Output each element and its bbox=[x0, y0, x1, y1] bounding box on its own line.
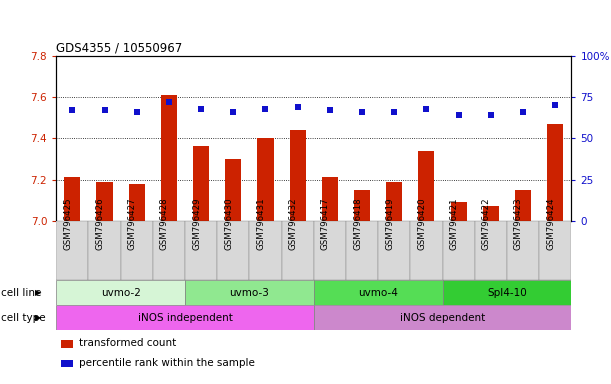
Bar bbox=[217, 221, 249, 280]
Bar bbox=[314, 221, 346, 280]
Bar bbox=[257, 138, 274, 221]
Text: cell type: cell type bbox=[1, 313, 46, 323]
Text: GSM796420: GSM796420 bbox=[417, 197, 426, 250]
Text: GSM796417: GSM796417 bbox=[321, 197, 330, 250]
Text: GSM796428: GSM796428 bbox=[160, 197, 169, 250]
Bar bbox=[539, 221, 571, 280]
Bar bbox=[185, 221, 217, 280]
Point bbox=[486, 112, 496, 118]
Bar bbox=[515, 190, 531, 221]
Point bbox=[100, 107, 109, 113]
Text: GSM796426: GSM796426 bbox=[95, 197, 104, 250]
Bar bbox=[290, 130, 306, 221]
Bar bbox=[411, 221, 442, 280]
Text: GSM796429: GSM796429 bbox=[192, 197, 201, 250]
Text: GSM796421: GSM796421 bbox=[450, 197, 459, 250]
Bar bbox=[483, 206, 499, 221]
Text: GSM796432: GSM796432 bbox=[288, 197, 298, 250]
Text: transformed count: transformed count bbox=[79, 338, 177, 348]
Text: iNOS independent: iNOS independent bbox=[137, 313, 232, 323]
Text: GSM796427: GSM796427 bbox=[128, 197, 137, 250]
Text: uvmo-4: uvmo-4 bbox=[358, 288, 398, 298]
Bar bbox=[346, 221, 378, 280]
Bar bbox=[97, 182, 112, 221]
Bar bbox=[249, 221, 282, 280]
Point bbox=[164, 99, 174, 105]
Bar bbox=[89, 221, 120, 280]
Bar bbox=[129, 184, 145, 221]
Text: GSM796422: GSM796422 bbox=[482, 197, 491, 250]
Bar bbox=[442, 280, 571, 305]
Bar bbox=[64, 177, 81, 221]
Bar bbox=[161, 95, 177, 221]
Point bbox=[325, 107, 335, 113]
Bar bbox=[153, 221, 185, 280]
Text: GSM796419: GSM796419 bbox=[385, 197, 394, 250]
Text: GSM796418: GSM796418 bbox=[353, 197, 362, 250]
Text: GSM796425: GSM796425 bbox=[64, 197, 72, 250]
Bar bbox=[354, 190, 370, 221]
Bar bbox=[61, 340, 73, 348]
Bar bbox=[193, 147, 209, 221]
Bar bbox=[56, 305, 314, 330]
Text: GSM796430: GSM796430 bbox=[224, 197, 233, 250]
Point bbox=[196, 106, 206, 112]
Point bbox=[132, 109, 142, 115]
Bar bbox=[378, 221, 411, 280]
Bar bbox=[56, 221, 89, 280]
Text: percentile rank within the sample: percentile rank within the sample bbox=[79, 358, 255, 367]
Text: cell line: cell line bbox=[1, 288, 42, 298]
Bar bbox=[61, 359, 73, 367]
Bar bbox=[419, 151, 434, 221]
Point bbox=[389, 109, 399, 115]
Point bbox=[260, 106, 270, 112]
Bar bbox=[450, 202, 467, 221]
Bar bbox=[225, 159, 241, 221]
Text: iNOS dependent: iNOS dependent bbox=[400, 313, 485, 323]
Bar bbox=[120, 221, 153, 280]
Bar bbox=[475, 221, 507, 280]
Bar bbox=[442, 221, 475, 280]
Point bbox=[518, 109, 528, 115]
Bar bbox=[547, 124, 563, 221]
Point bbox=[229, 109, 238, 115]
Point bbox=[67, 107, 77, 113]
Text: uvmo-2: uvmo-2 bbox=[101, 288, 141, 298]
Point bbox=[551, 102, 560, 108]
Bar bbox=[386, 182, 402, 221]
Text: uvmo-3: uvmo-3 bbox=[229, 288, 269, 298]
Bar bbox=[314, 280, 442, 305]
Point bbox=[422, 106, 431, 112]
Text: GSM796423: GSM796423 bbox=[514, 197, 523, 250]
Bar bbox=[185, 280, 314, 305]
Bar bbox=[322, 177, 338, 221]
Text: GSM796424: GSM796424 bbox=[546, 197, 555, 250]
Point bbox=[454, 112, 464, 118]
Point bbox=[293, 104, 302, 110]
Bar bbox=[56, 280, 185, 305]
Text: GSM796431: GSM796431 bbox=[257, 197, 265, 250]
Bar bbox=[507, 221, 539, 280]
Text: Spl4-10: Spl4-10 bbox=[487, 288, 527, 298]
Text: ▶: ▶ bbox=[35, 313, 42, 322]
Bar bbox=[314, 305, 571, 330]
Text: ▶: ▶ bbox=[35, 288, 42, 297]
Point bbox=[357, 109, 367, 115]
Text: GDS4355 / 10550967: GDS4355 / 10550967 bbox=[56, 41, 183, 55]
Bar bbox=[282, 221, 314, 280]
